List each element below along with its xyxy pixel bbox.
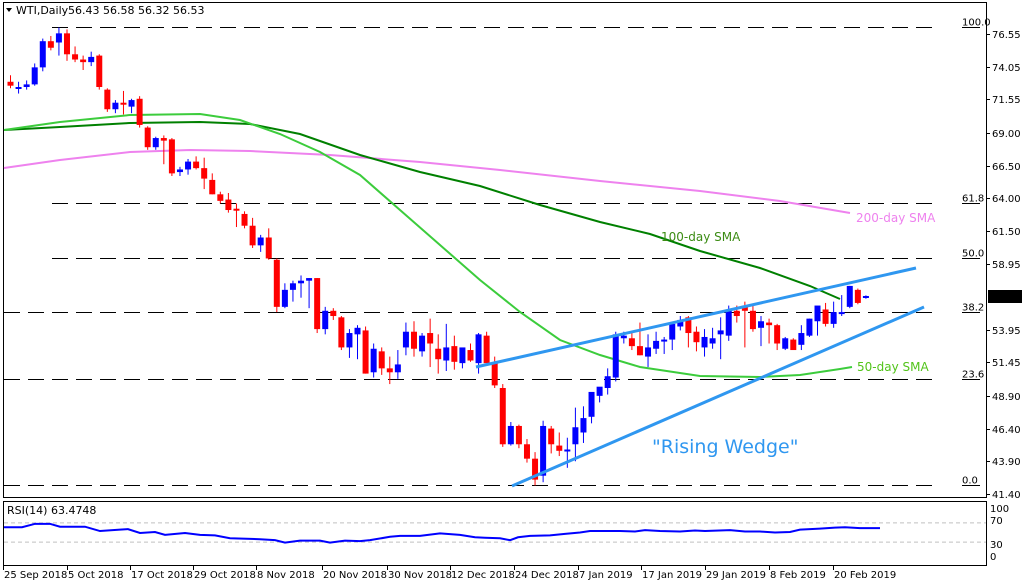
date-label: 29 Oct 2018 [194,570,256,581]
date-label: 8 Nov 2018 [257,570,315,581]
svg-text:58.95: 58.95 [992,260,1021,271]
svg-text:46.40: 46.40 [992,425,1021,436]
current-price-tag: 56.53 [988,290,1022,303]
fib-label: 61.8 [962,194,984,205]
rsi-plot-frame [3,501,987,566]
svg-text:41.40: 41.40 [992,490,1021,501]
fib-label: 23.6 [962,370,984,381]
svg-text:100: 100 [990,504,1009,515]
triangle-down-icon[interactable] [6,8,12,12]
svg-text:71.55: 71.55 [992,95,1021,106]
fib-label: 100.0 [962,18,991,29]
date-label: 25 Sep 2018 [4,570,67,581]
sma50-label: 50-day SMA [857,360,929,374]
date-label: 12 Dec 2018 [451,570,515,581]
svg-text:51.45: 51.45 [992,358,1021,369]
date-label: 20 Nov 2018 [323,570,387,581]
date-label: 20 Feb 2019 [834,570,896,581]
date-label: 5 Oct 2018 [68,570,123,581]
rising-wedge-lines [475,266,925,488]
svg-text:69.00: 69.00 [992,129,1021,140]
fib-label: 38.2 [962,303,984,314]
svg-text:66.50: 66.50 [992,162,1021,173]
svg-text:30: 30 [990,540,1003,551]
svg-text:56.53: 56.53 [991,292,1020,303]
date-label: 7 Jan 2019 [579,570,633,581]
rsi-title: RSI(14) 63.4748 [7,504,96,517]
fibonacci-levels: 100.0 61.8 50.0 38.2 23.6 0.0 [4,18,991,487]
rising-wedge-label: "Rising Wedge" [652,436,798,458]
svg-text:76.55: 76.55 [992,30,1021,41]
fib-label: 50.0 [962,249,984,260]
fib-label: 0.0 [962,476,978,487]
candlesticks [7,27,869,486]
date-label: 17 Jan 2019 [642,570,702,581]
moving-averages [3,112,853,379]
svg-text:74.05: 74.05 [992,63,1021,74]
sma200-label: 200-day SMA [856,211,936,225]
sma100-label: 100-day SMA [661,230,741,244]
rsi-axis: 100 70 30 0 [990,504,1009,563]
svg-text:43.90: 43.90 [992,457,1021,468]
date-axis: 25 Sep 2018 5 Oct 2018 17 Oct 2018 29 Oct 2… [3,566,896,581]
svg-text:70: 70 [990,516,1003,527]
price-axis: 76.55 74.05 71.55 69.00 66.50 64.00 61.50 58.95… [986,2,1021,501]
date-label: 17 Oct 2018 [131,570,193,581]
svg-text:64.00: 64.00 [992,194,1021,205]
main-plot-frame [3,2,987,498]
date-label: 30 Nov 2018 [388,570,452,581]
chart-title: WTI,Daily [16,4,69,17]
date-label: 8 Feb 2019 [770,570,826,581]
svg-text:53.95: 53.95 [992,326,1021,337]
date-label: 24 Dec 2018 [515,570,579,581]
svg-text:48.90: 48.90 [992,392,1021,403]
ohlc-values: 56.43 56.58 56.32 56.53 [68,4,204,17]
svg-text:0: 0 [990,552,996,563]
rsi-line [4,502,987,566]
svg-text:61.50: 61.50 [992,227,1021,238]
date-label: 29 Jan 2019 [706,570,766,581]
